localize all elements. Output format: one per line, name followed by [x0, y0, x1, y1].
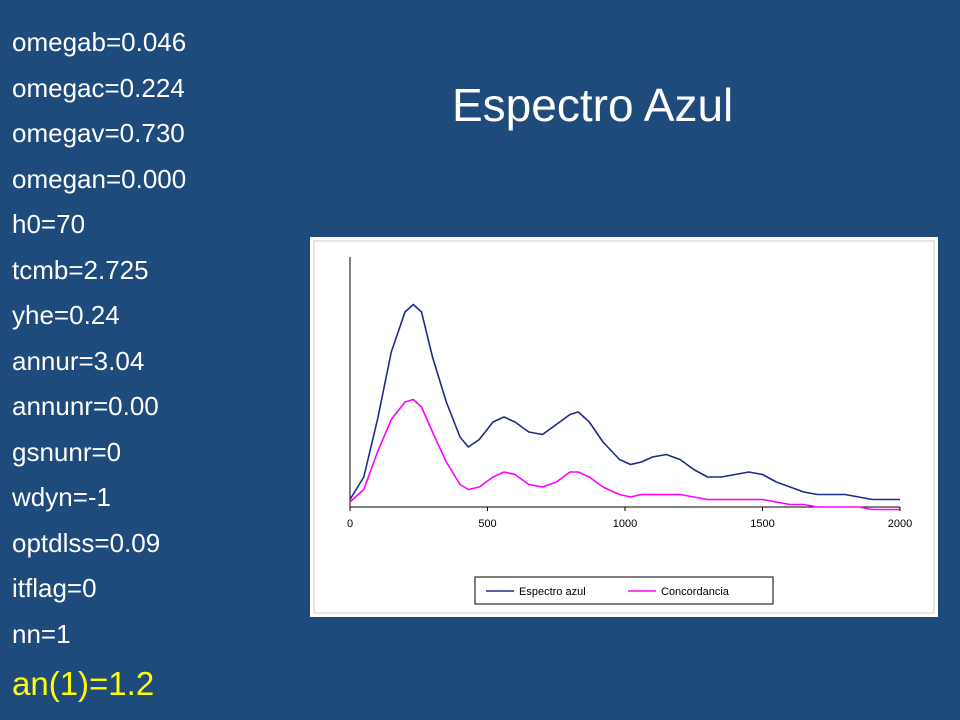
legend-box: [474, 576, 774, 605]
parameter-item: yhe=0.24: [12, 300, 120, 330]
chart-svg: 0 500 1000 1500 2000 Espectro azul Concordanc…: [313, 240, 935, 614]
parameter-item: annunr=0.00: [12, 391, 159, 421]
parameter-item: h0=70: [12, 209, 86, 239]
highlight-parameter: an(1)=1.2: [12, 665, 155, 702]
parameter-item: gsnunr=0: [12, 436, 122, 467]
x-tick-label: 1000: [613, 518, 637, 530]
x-tick-label: 1500: [750, 518, 774, 530]
slide-title: Espectro Azul: [452, 79, 734, 131]
legend-label-0: Espectro azul: [519, 586, 586, 598]
parameter-item: tcmb=2.725: [12, 254, 149, 285]
spectrum-chart: 0 500 1000 1500 2000 Espectro azul Concordanc…: [310, 237, 938, 617]
x-tick-label: 0: [347, 518, 353, 530]
x-tick-label: 2000: [888, 518, 912, 530]
parameter-item: optdlss=0.09: [12, 527, 161, 558]
parameter-item: omegab=0.046: [12, 27, 187, 57]
parameter-item: omegac=0.224: [12, 72, 185, 103]
chart-legend: Espectro azul Concordancia: [474, 576, 774, 605]
x-tick-label: 500: [478, 518, 496, 530]
parameter-item: nn=1: [12, 618, 71, 649]
parameter-item: annur=3.04: [12, 345, 145, 376]
parameter-item: omegav=0.730: [12, 118, 185, 148]
legend-label-1: Concordancia: [661, 586, 730, 598]
parameter-item: itflag=0: [12, 573, 97, 603]
parameter-list: omegab=0.046 omegac=0.224 omegav=0.730 omeg…: [12, 20, 186, 709]
plot-area-border: [313, 240, 935, 614]
parameter-item: wdyn=-1: [12, 482, 111, 512]
series-line-1: [349, 398, 900, 511]
parameter-item: omegan=0.000: [12, 163, 187, 194]
series-line-0: [349, 303, 900, 501]
